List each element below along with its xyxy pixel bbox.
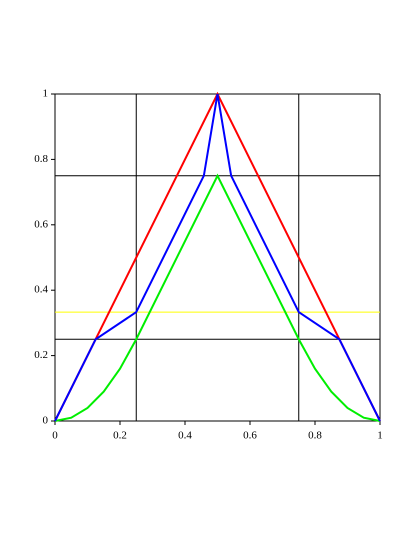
- x-tick-label: 0.2: [113, 430, 127, 442]
- y-tick-label: 1: [43, 88, 49, 100]
- series-line: [54, 173, 381, 422]
- y-tick-label: 0: [43, 415, 49, 427]
- y-tick-label: 0.8: [34, 153, 48, 165]
- y-tick-label: 0.6: [34, 218, 48, 230]
- x-tick-label: 0.8: [308, 430, 322, 442]
- y-tick-label: 0.2: [34, 349, 48, 361]
- x-tick-label: 0.6: [243, 430, 257, 442]
- y-tick-label: 0.4: [34, 284, 48, 296]
- series-line: [54, 91, 381, 422]
- x-tick-label: 0: [52, 430, 58, 442]
- series-line: [54, 93, 381, 422]
- x-tick-label: 1: [377, 430, 383, 442]
- x-tick-label: 0.4: [178, 430, 192, 442]
